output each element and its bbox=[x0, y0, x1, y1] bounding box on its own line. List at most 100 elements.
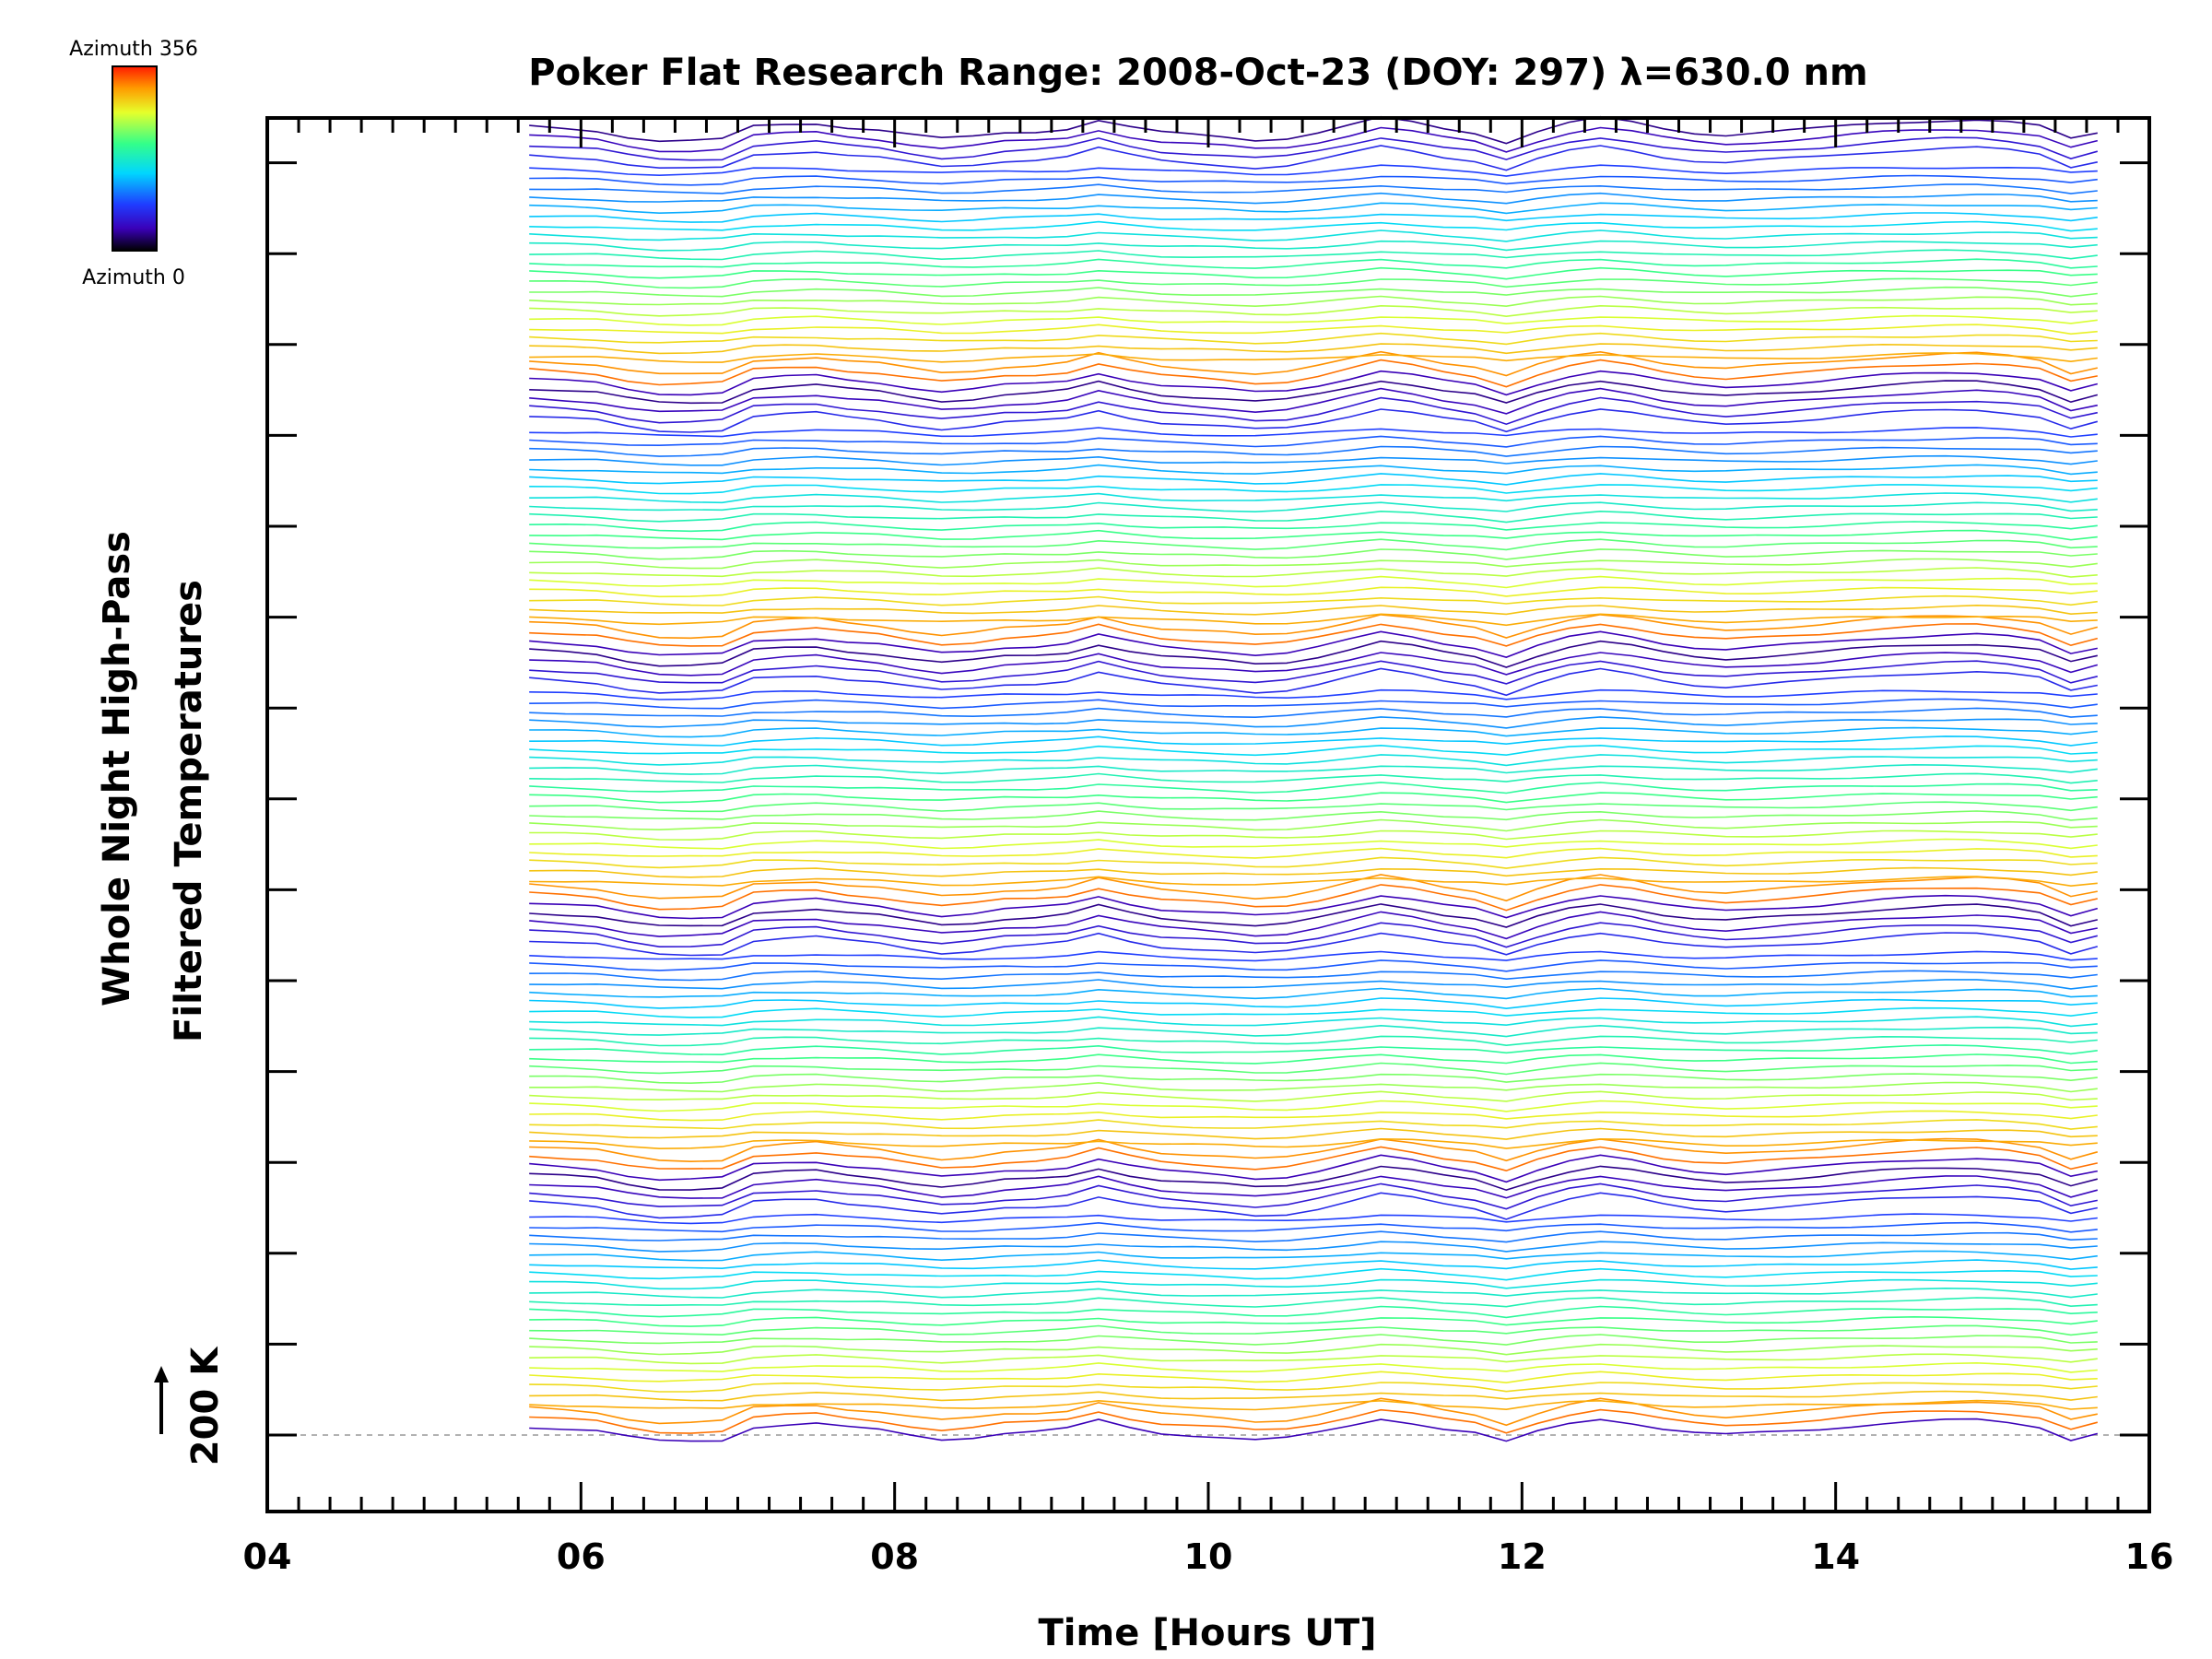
series-line bbox=[529, 1127, 2098, 1140]
series-line bbox=[529, 304, 2098, 318]
series-line bbox=[529, 667, 2098, 697]
series-line bbox=[529, 1250, 2098, 1262]
series-line bbox=[529, 126, 2098, 153]
series-line bbox=[529, 370, 2098, 396]
series-line bbox=[529, 911, 2098, 940]
series-line bbox=[529, 567, 2098, 578]
series-line bbox=[529, 1110, 2098, 1122]
series-line bbox=[529, 314, 2098, 326]
series-line bbox=[529, 445, 2098, 457]
series-line bbox=[529, 614, 2099, 640]
series-line bbox=[529, 352, 2098, 363]
series-line bbox=[529, 408, 2099, 433]
series-line bbox=[529, 350, 2098, 377]
series-line bbox=[529, 220, 2098, 232]
series-line bbox=[529, 454, 2098, 466]
series-line bbox=[529, 501, 2098, 513]
series-line bbox=[529, 903, 2098, 928]
series-line bbox=[529, 1100, 2098, 1112]
series-line bbox=[529, 763, 2098, 775]
series-line bbox=[529, 240, 2098, 252]
series-line bbox=[529, 145, 2098, 171]
y-axis-label-line2: Filtered Temperatures bbox=[168, 580, 210, 1042]
series-line bbox=[529, 1230, 2098, 1243]
series-line bbox=[529, 847, 2098, 859]
series-line bbox=[529, 707, 2098, 719]
series-line bbox=[529, 1182, 2098, 1210]
series-line bbox=[529, 970, 2098, 982]
series-line bbox=[529, 866, 2098, 878]
series-line bbox=[529, 332, 2098, 346]
series-line bbox=[529, 1399, 2098, 1411]
series-line bbox=[529, 894, 2099, 920]
series-line bbox=[529, 660, 2098, 685]
x-tick-label: 12 bbox=[1498, 1536, 1547, 1577]
series-line bbox=[529, 856, 2098, 869]
series-line bbox=[529, 575, 2098, 589]
series-line bbox=[529, 484, 2098, 495]
series-line bbox=[529, 164, 2098, 177]
series-line bbox=[529, 258, 2098, 269]
series-line bbox=[529, 1053, 2098, 1065]
series-line bbox=[529, 183, 2098, 194]
series-line bbox=[529, 922, 2098, 948]
series-line bbox=[529, 396, 2098, 426]
series-line bbox=[529, 286, 2098, 298]
series-line bbox=[529, 1305, 2098, 1319]
series-line bbox=[529, 716, 2098, 729]
series-line bbox=[529, 492, 2098, 504]
series-line bbox=[529, 435, 2098, 448]
series-line bbox=[529, 277, 2098, 289]
series-line bbox=[529, 1408, 2099, 1434]
colorbar: Azimuth 356 Azimuth 0 bbox=[69, 38, 198, 289]
series-line bbox=[529, 1418, 2099, 1442]
series-line bbox=[529, 810, 2098, 821]
x-tick-label: 16 bbox=[2125, 1536, 2174, 1577]
x-tick-label: 06 bbox=[557, 1536, 606, 1577]
series-line bbox=[529, 735, 2098, 747]
colorbar-gradient bbox=[112, 65, 158, 252]
x-tick-label: 10 bbox=[1184, 1536, 1233, 1577]
series-line bbox=[529, 1361, 2098, 1373]
series-line bbox=[529, 1024, 2098, 1038]
series-line bbox=[529, 1119, 2098, 1130]
series-line bbox=[529, 387, 2098, 415]
series-line bbox=[529, 623, 2099, 647]
series-line bbox=[529, 1371, 2098, 1384]
series-line bbox=[529, 782, 2098, 794]
y-axis-label-line1: Whole Night High-Pass bbox=[96, 531, 138, 1006]
series-line bbox=[529, 586, 2098, 598]
series-line bbox=[529, 959, 2098, 972]
series-line bbox=[529, 652, 2099, 677]
series-line bbox=[529, 838, 2098, 850]
series-line bbox=[529, 792, 2098, 804]
x-tick-label: 14 bbox=[1811, 1536, 1860, 1577]
scale-bar: 200 K bbox=[154, 1346, 227, 1465]
series-line bbox=[529, 115, 2098, 145]
series-line bbox=[529, 1073, 2098, 1085]
ticks-group bbox=[265, 118, 2151, 1512]
series-line bbox=[529, 987, 2098, 1000]
series-line bbox=[529, 529, 2098, 541]
series-line bbox=[529, 510, 2098, 524]
series-line bbox=[529, 1044, 2098, 1056]
series-line bbox=[529, 1397, 2098, 1427]
series-line bbox=[529, 1334, 2098, 1346]
series-line bbox=[529, 1137, 2099, 1163]
series-line bbox=[529, 744, 2098, 757]
series-line bbox=[529, 640, 2098, 668]
series-line bbox=[529, 754, 2098, 767]
series-group bbox=[529, 115, 2099, 1442]
series-line bbox=[529, 772, 2098, 784]
series-line bbox=[529, 295, 2098, 308]
series-line bbox=[529, 688, 2098, 700]
series-line bbox=[529, 1315, 2098, 1327]
series-line bbox=[529, 874, 2098, 902]
series-line bbox=[529, 1062, 2098, 1076]
series-line bbox=[529, 380, 2099, 405]
x-tick-label: 04 bbox=[243, 1536, 292, 1577]
series-line bbox=[529, 1035, 2098, 1047]
series-line bbox=[529, 1192, 2098, 1220]
series-line bbox=[529, 464, 2098, 476]
